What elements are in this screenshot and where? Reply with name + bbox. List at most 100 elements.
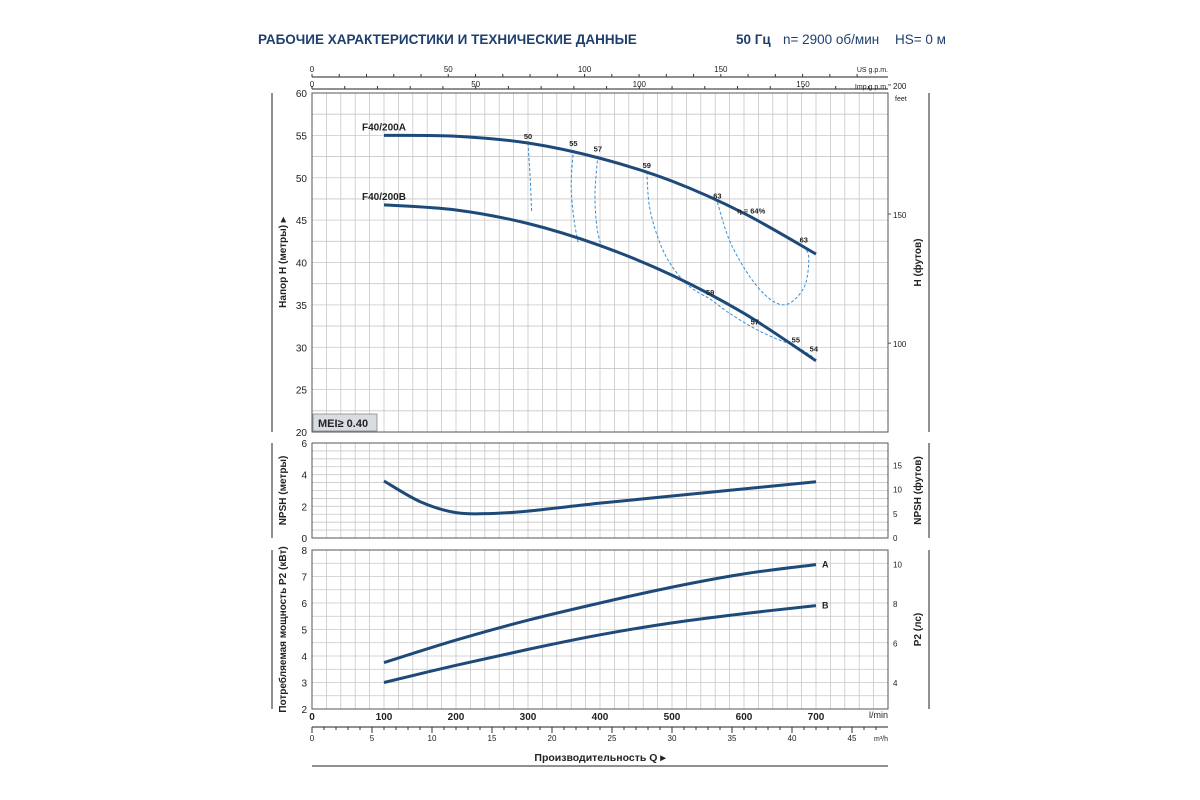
x-m3h-tick-label: 40 [788,734,797,743]
efficiency-curve [716,202,810,306]
efficiency-label: 59 [643,161,651,170]
efficiency-label: 50 [524,132,532,141]
top-tick-label: 0 [310,65,315,74]
series-label: A [822,560,829,570]
y-tick-label: 5 [301,626,307,637]
y-axis-label-right: H (футов) [912,239,924,287]
y-axis-label: Напор H (метры) ▸ [278,216,289,308]
y-axis-label: Потребляемая мощность P2 (кВт) [277,546,289,712]
y-tick-label: 45 [296,216,308,227]
x-tick-label: 0 [309,712,315,723]
y-tick-label: 6 [301,439,307,450]
series-label: F40/200A [362,122,406,133]
x-tick-label: 700 [808,712,825,723]
efficiency-label: 57 [594,145,602,154]
plot-frame [311,442,889,539]
series-label: F40/200B [362,192,406,203]
efficiency-curve [594,155,603,250]
x-unit-label: l/min [869,710,888,720]
y-tick-label: 3 [301,679,307,690]
efficiency-label: 55 [792,335,800,344]
head-curve [383,133,817,256]
power-curve [383,563,817,665]
plot-frame [311,92,889,433]
y-right-tick-label: 10 [893,560,902,569]
y-tick-label: 0 [301,534,307,545]
efficiency-label: 55 [569,139,577,148]
y-tick-label: 40 [296,259,308,270]
top-axis-unit: Imp.g.p.m. [855,84,888,91]
top-axis-unit: US g.p.m. [857,67,888,74]
x-axis-label: Производительность Q ▸ [534,752,666,764]
top-tick-label: 150 [796,80,810,89]
y-tick-label: 6 [301,599,307,610]
suction-height-label: HS= 0 м [895,32,946,47]
y-right-tick-label: 0 [893,534,898,543]
x-m3h-tick-label: 20 [548,734,557,743]
speed-label: n= 2900 об/мин [783,32,880,47]
x-m3h-tick-label: 5 [370,734,375,743]
top-tick-label: 50 [444,65,453,74]
y-right-tick-label: 100 [893,340,907,349]
y-tick-label: 2 [301,502,307,513]
x-m3h-tick-label: 10 [428,734,437,743]
head-curve [383,203,817,363]
efficiency-curve [646,171,711,300]
y-tick-label: 50 [296,174,308,185]
series-label: B [822,601,829,611]
y-axis-label-right: P2 (лс) [913,613,924,646]
y-right-tick-label: 6 [893,639,898,648]
y-tick-label: 30 [296,343,308,354]
y-right-tick-label: 8 [893,600,898,609]
top-tick-label: 100 [633,80,647,89]
mei-label: MEI≥ 0.40 [318,418,368,430]
efficiency-label: 63 [800,235,808,244]
chart-title: РАБОЧИЕ ХАРАКТЕРИСТИКИ И ТЕХНИЧЕСКИЕ ДАН… [258,32,637,47]
y-right-tick-label: 10 [893,486,902,495]
x-tick-label: 200 [448,712,465,723]
x-m3h-tick-label: 30 [668,734,677,743]
y-tick-label: 4 [301,652,307,663]
y-tick-label: 4 [301,471,307,482]
y-tick-label: 60 [296,89,308,100]
y-tick-label: 35 [296,301,308,312]
y-tick-label: 7 [301,573,307,584]
y-right-tick-label: 150 [893,211,907,220]
x-m3h-unit: m³/h [874,736,888,743]
top-tick-label: 50 [471,80,480,89]
x-tick-label: 500 [664,712,681,723]
efficiency-label: 59 [706,288,714,297]
x-m3h-tick-label: 45 [848,734,857,743]
y-axis-label-right: NPSH (футов) [912,456,924,525]
y-right-tick-label: 4 [893,679,898,688]
efficiency-label: η = 64% [737,207,765,216]
x-tick-label: 400 [592,712,609,723]
efficiency-curve [527,142,533,212]
y-tick-label: 8 [301,546,307,557]
mei-box [312,413,378,432]
y-tick-label: 55 [296,131,308,142]
right-unit-label: feet [895,96,907,103]
y-right-tick-label: 200 [893,82,907,91]
npsh-curve [383,479,817,516]
y-right-tick-label: 15 [893,462,902,471]
plot-frame [311,549,889,710]
top-tick-label: 150 [714,65,728,74]
x-tick-label: 300 [520,712,537,723]
frequency-label: 50 Гц [736,32,771,47]
efficiency-label: 63 [713,191,721,200]
y-axis-label: NPSH (метры) [278,456,289,526]
efficiency-label: 57 [751,318,759,327]
x-tick-label: 100 [376,712,393,723]
x-tick-label: 600 [736,712,753,723]
power-curve [383,604,817,684]
y-tick-label: 20 [296,428,308,439]
x-m3h-tick-label: 25 [608,734,617,743]
y-tick-label: 25 [296,386,308,397]
y-right-tick-label: 5 [893,510,898,519]
y-tick-label: 2 [301,705,307,716]
x-m3h-tick-label: 35 [728,734,737,743]
efficiency-label: 54 [810,345,819,354]
top-tick-label: 100 [578,65,592,74]
